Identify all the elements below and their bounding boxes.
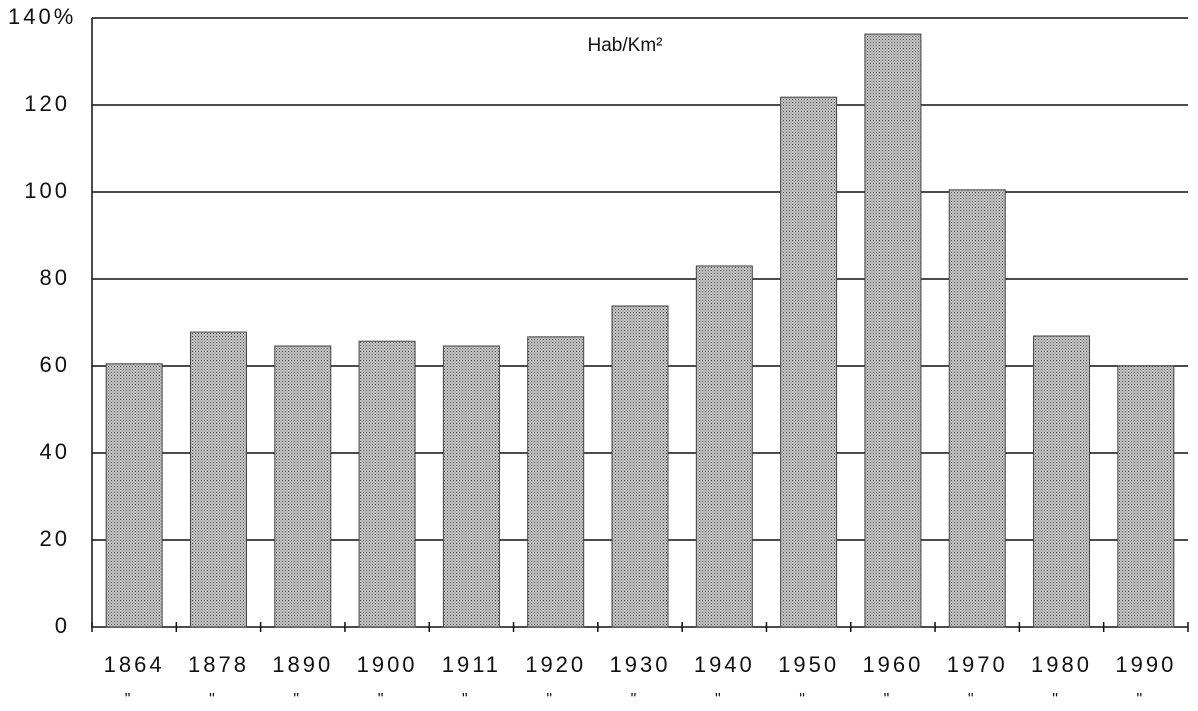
x-tick-label: 1930 xyxy=(610,652,671,677)
x-sublabel: " xyxy=(546,691,555,708)
x-sublabel: " xyxy=(378,691,387,708)
bar xyxy=(442,345,500,628)
y-tick-label: 80 xyxy=(40,265,70,290)
y-tick-label: 120 xyxy=(24,91,70,116)
x-tick-label: 1878 xyxy=(188,652,249,677)
bar xyxy=(358,340,416,628)
x-sublabel: " xyxy=(1137,691,1146,708)
x-tick-label: 1890 xyxy=(272,652,333,677)
x-sublabel: " xyxy=(715,691,724,708)
x-tick-label: 1990 xyxy=(1115,652,1176,677)
bar xyxy=(1033,335,1091,628)
x-tick-label: 1900 xyxy=(357,652,418,677)
bar xyxy=(695,265,753,628)
x-tick-label: 1864 xyxy=(104,652,165,677)
bar xyxy=(780,96,838,628)
y-tick-label: 140% xyxy=(8,4,76,29)
x-sublabel: " xyxy=(1052,691,1061,708)
bar xyxy=(1117,365,1175,628)
bar xyxy=(527,336,585,628)
subtitle: Hab/Km² xyxy=(588,35,663,56)
x-sublabel: " xyxy=(125,691,134,708)
x-tick-label: 1970 xyxy=(947,652,1008,677)
x-sublabel: " xyxy=(209,691,218,708)
bar xyxy=(864,33,922,628)
bar xyxy=(189,331,247,628)
x-sublabel: " xyxy=(462,691,471,708)
bar xyxy=(105,363,163,628)
x-sublabel: " xyxy=(968,691,977,708)
y-tick-label: 40 xyxy=(40,439,70,464)
bar xyxy=(274,345,332,628)
x-tick-label: 1911 xyxy=(442,652,501,677)
x-sublabel: " xyxy=(293,691,302,708)
y-tick-label: 20 xyxy=(40,526,70,551)
bar xyxy=(611,305,669,628)
x-tick-label: 1960 xyxy=(862,652,923,677)
bar xyxy=(948,189,1006,628)
x-tick-label: 1940 xyxy=(694,652,755,677)
y-tick-label: 0 xyxy=(55,613,70,638)
x-tick-label: 1920 xyxy=(525,652,586,677)
x-tick-label: 1980 xyxy=(1031,652,1092,677)
y-tick-label: 60 xyxy=(40,352,70,377)
x-sublabel: " xyxy=(884,691,893,708)
x-sublabel: " xyxy=(799,691,808,708)
x-sublabel: " xyxy=(631,691,640,708)
x-tick-label: 1950 xyxy=(778,652,839,677)
y-tick-label: 100 xyxy=(24,178,70,203)
